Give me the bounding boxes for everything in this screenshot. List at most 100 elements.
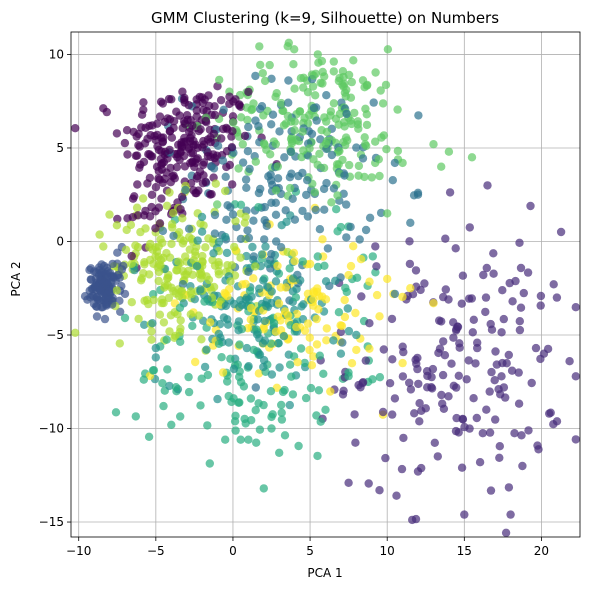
data-point-cluster-4 [209, 249, 218, 258]
data-point-cluster-5 [321, 405, 330, 414]
data-point-cluster-6 [321, 139, 330, 149]
data-point-cluster-6 [311, 91, 320, 100]
data-point-cluster-6 [299, 73, 308, 83]
data-point-cluster-7 [165, 253, 175, 262]
data-point-cluster-1 [464, 294, 474, 303]
data-point-cluster-6 [286, 134, 296, 144]
data-point-cluster-1 [398, 372, 408, 381]
data-point-cluster-5 [230, 417, 240, 426]
data-point-cluster-5 [231, 426, 240, 435]
data-point-cluster-7 [127, 259, 136, 268]
data-point-cluster-6 [260, 140, 269, 149]
data-point-cluster-4 [255, 284, 264, 293]
data-point-cluster-1 [497, 328, 506, 337]
data-point-cluster-8 [293, 358, 302, 367]
data-point-cluster-3 [355, 235, 364, 244]
data-point-cluster-2 [113, 248, 122, 257]
data-point-cluster-5 [254, 203, 263, 212]
data-point-cluster-7 [127, 298, 136, 307]
data-point-cluster-4 [331, 276, 340, 285]
data-point-cluster-7 [156, 261, 165, 270]
data-point-cluster-8 [300, 326, 310, 335]
data-point-cluster-1 [571, 372, 580, 381]
data-point-cluster-6 [308, 82, 318, 91]
data-point-cluster-7 [173, 266, 182, 275]
data-point-cluster-7 [145, 270, 154, 279]
data-point-cluster-1 [405, 259, 415, 269]
data-point-cluster-8 [246, 303, 256, 313]
data-point-cluster-3 [342, 200, 351, 209]
data-point-cluster-1 [504, 483, 514, 492]
data-point-cluster-6 [354, 171, 363, 180]
data-point-cluster-3 [346, 222, 355, 232]
data-point-cluster-7 [164, 273, 173, 282]
data-point-cluster-3 [169, 231, 178, 241]
data-point-cluster-7 [178, 239, 188, 248]
data-point-cluster-1 [447, 359, 456, 368]
data-point-cluster-1 [504, 350, 513, 360]
data-point-cluster-4 [193, 236, 202, 245]
data-point-cluster-0 [216, 96, 226, 105]
data-point-cluster-0 [131, 151, 141, 160]
data-point-cluster-6 [347, 77, 356, 87]
data-point-cluster-0 [202, 106, 211, 116]
data-point-cluster-1 [464, 356, 473, 365]
data-point-cluster-1 [495, 442, 504, 451]
data-point-cluster-6 [350, 108, 359, 118]
data-point-cluster-3 [303, 176, 312, 185]
data-point-cluster-8 [254, 369, 264, 378]
data-point-cluster-1 [365, 319, 374, 328]
data-point-cluster-3 [275, 127, 284, 136]
data-point-cluster-3 [221, 172, 230, 181]
data-point-cluster-1 [449, 381, 458, 390]
data-point-cluster-1 [469, 394, 478, 403]
data-point-cluster-4 [221, 232, 230, 242]
chart-title: GMM Clustering (k=9, Silhouette) on Numb… [151, 9, 499, 27]
data-point-cluster-3 [342, 233, 351, 242]
data-point-cluster-7 [188, 270, 197, 279]
data-point-cluster-0 [139, 157, 149, 167]
data-point-cluster-4 [261, 242, 270, 251]
data-point-cluster-6 [271, 186, 281, 195]
data-point-cluster-2 [90, 267, 99, 276]
data-point-cluster-4 [253, 315, 262, 324]
data-point-cluster-3 [271, 198, 280, 207]
data-point-cluster-4 [236, 296, 245, 305]
data-point-cluster-7 [154, 252, 163, 261]
data-point-cluster-8 [292, 322, 301, 332]
data-point-cluster-5 [291, 293, 301, 302]
data-point-cluster-1 [536, 291, 546, 301]
data-point-cluster-1 [478, 429, 487, 438]
data-point-cluster-0 [169, 123, 178, 133]
data-point-cluster-0 [213, 82, 222, 91]
data-point-cluster-0 [172, 163, 182, 172]
data-point-cluster-2 [111, 276, 120, 285]
data-point-cluster-4 [197, 227, 207, 236]
data-point-cluster-6 [258, 69, 267, 78]
data-point-cluster-7 [163, 281, 172, 290]
data-point-cluster-7 [194, 311, 203, 320]
data-point-cluster-1 [375, 486, 384, 495]
data-point-cluster-7 [136, 227, 145, 237]
data-point-cluster-6 [236, 113, 246, 122]
data-point-cluster-4 [259, 276, 268, 285]
data-point-cluster-4 [234, 317, 244, 326]
data-point-cluster-7 [165, 327, 174, 336]
data-point-cluster-0 [166, 163, 175, 173]
data-point-cluster-3 [251, 383, 260, 392]
data-point-cluster-1 [486, 486, 496, 495]
data-point-cluster-6 [335, 73, 344, 83]
data-point-cluster-8 [289, 248, 299, 258]
data-point-cluster-6 [361, 104, 370, 114]
data-point-cluster-8 [246, 315, 255, 324]
data-point-cluster-8 [340, 312, 350, 322]
data-point-cluster-6 [298, 127, 307, 136]
data-point-cluster-5 [287, 372, 296, 381]
data-point-cluster-5 [246, 394, 256, 403]
data-point-cluster-6 [271, 139, 280, 149]
data-point-cluster-8 [337, 321, 347, 331]
data-point-cluster-0 [163, 114, 172, 123]
data-point-cluster-1 [468, 328, 477, 337]
data-point-cluster-5 [131, 412, 140, 421]
data-point-cluster-6 [229, 118, 238, 127]
